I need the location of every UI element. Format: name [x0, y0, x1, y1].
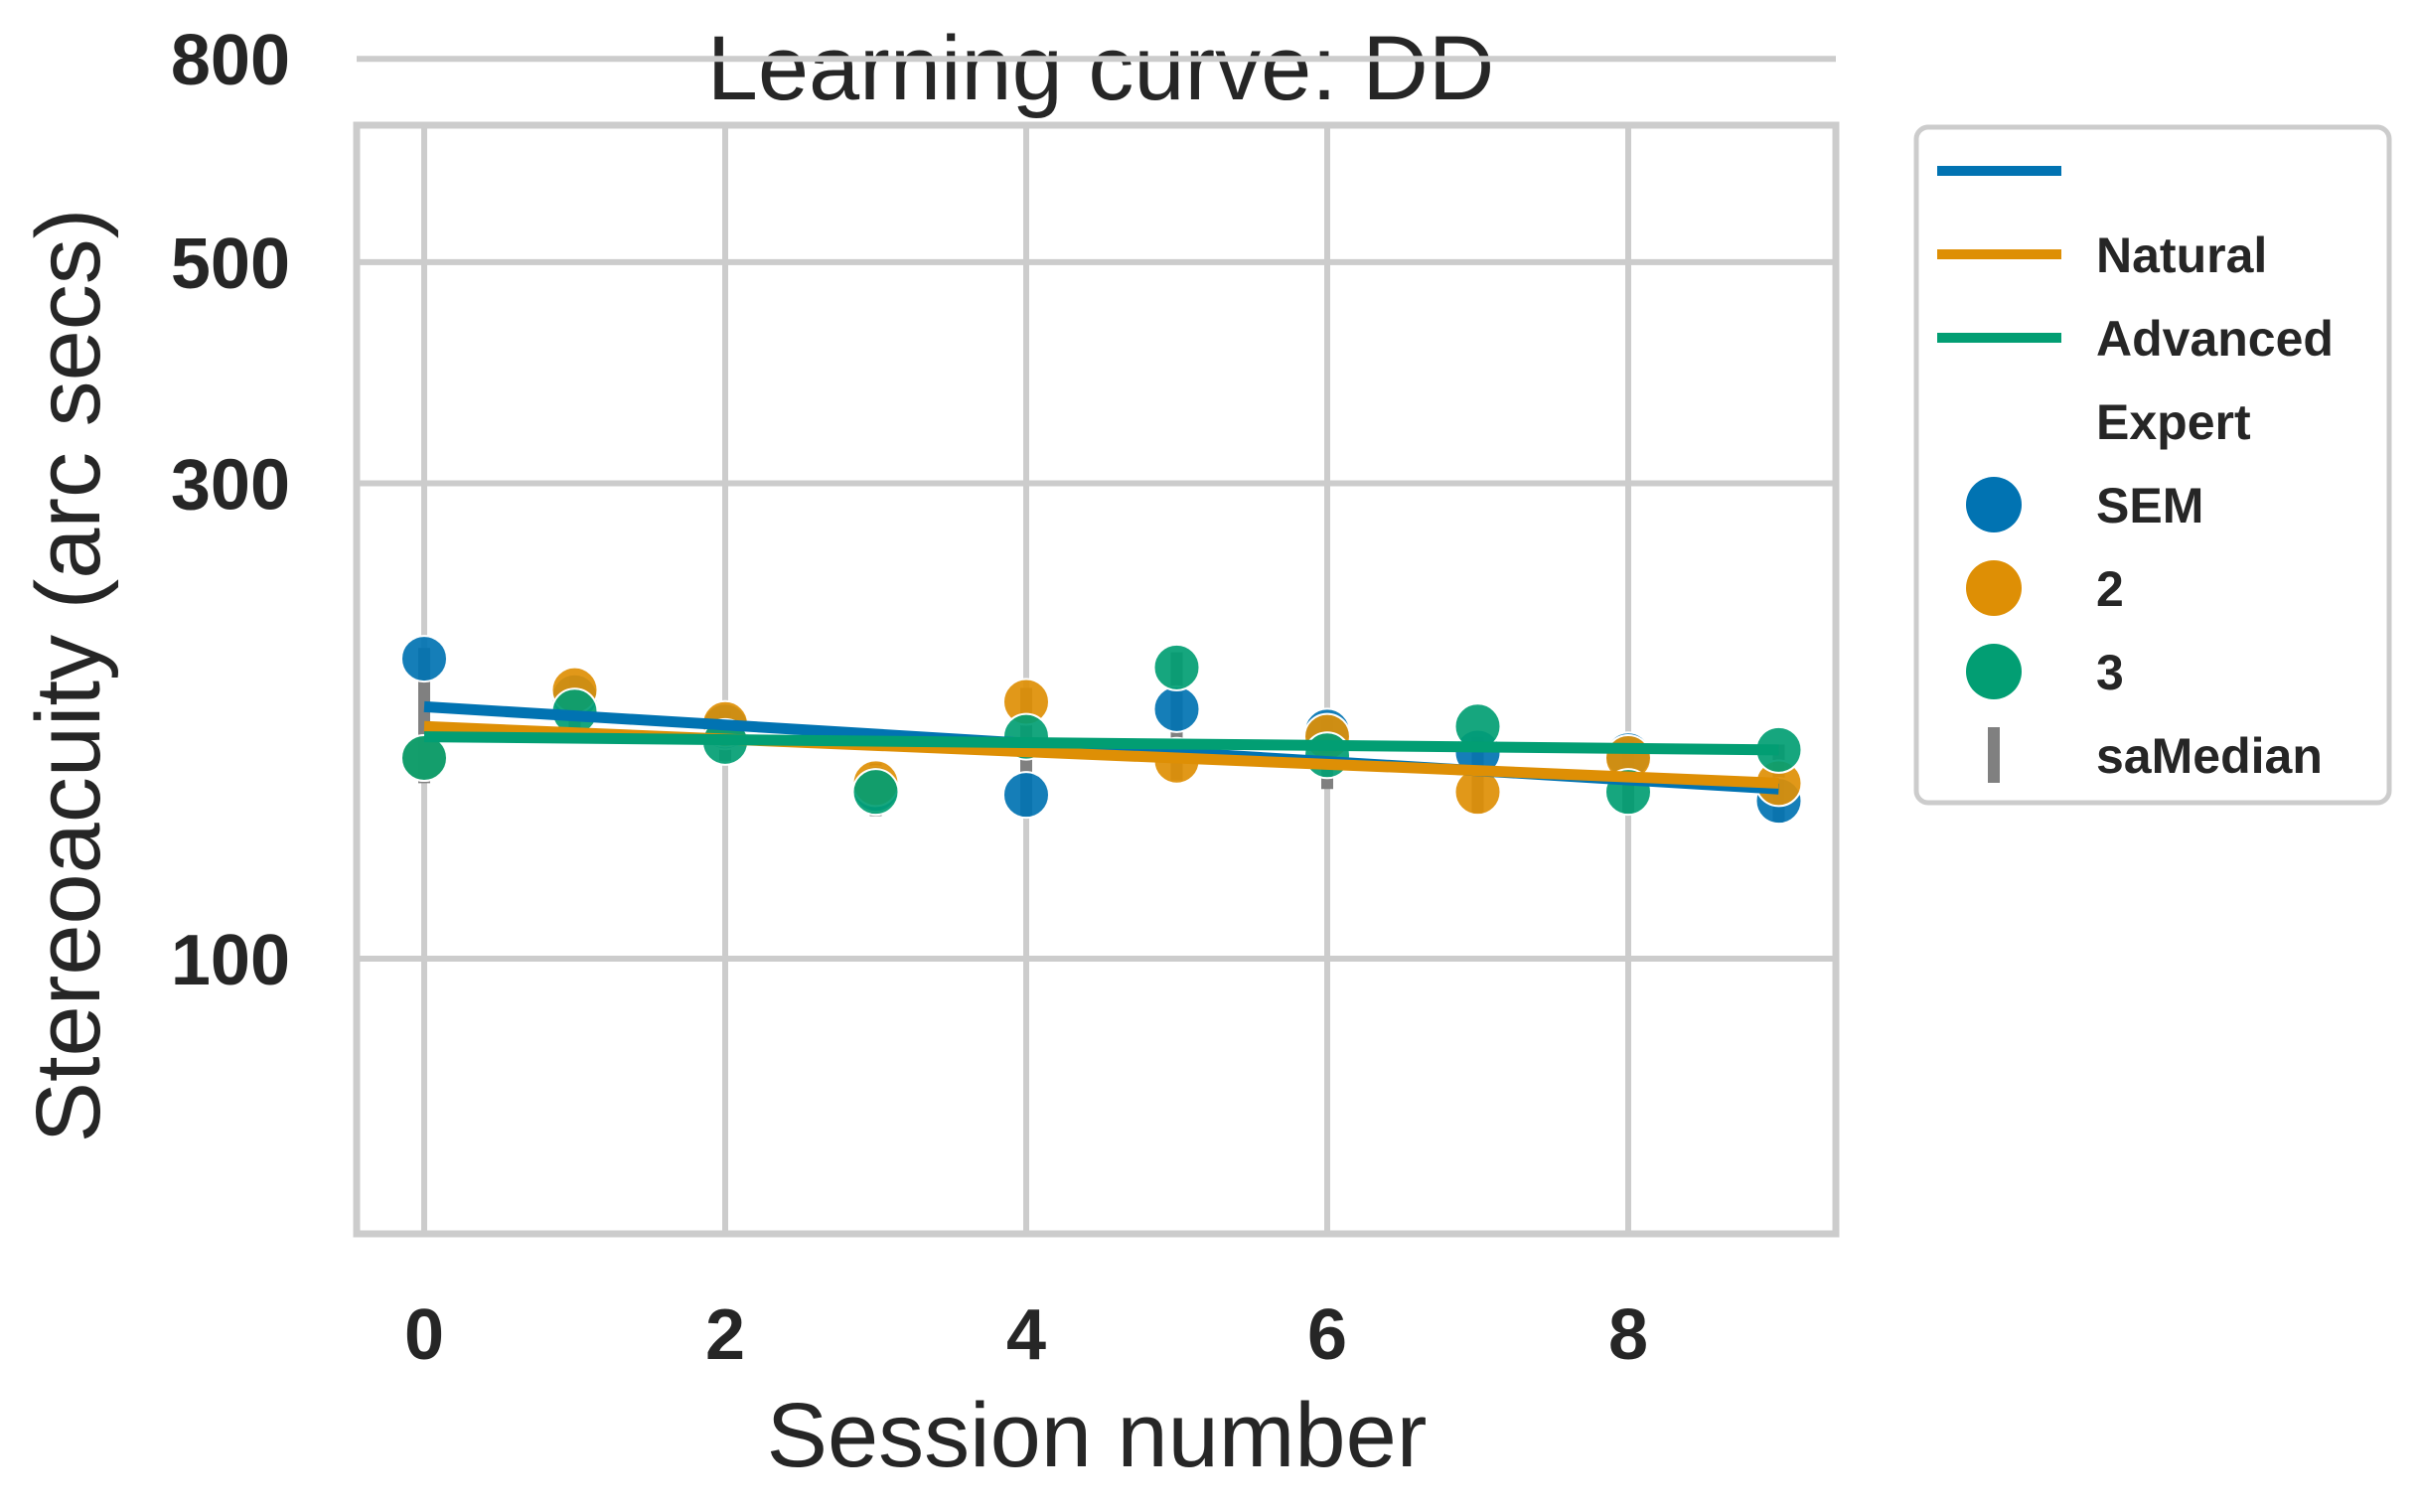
chart-title: Learning curve: DD [707, 18, 1495, 119]
x-axis-label: Session number [767, 1385, 1428, 1486]
x-tick-label: 6 [1307, 1295, 1347, 1375]
x-tick-label: 0 [404, 1295, 444, 1375]
y-tick-label: 800 [171, 21, 290, 100]
legend-marker-swatch [1966, 477, 2022, 532]
legend-heading: Expert [2096, 394, 2251, 450]
data-point [851, 768, 900, 817]
grid-lines [357, 56, 1836, 1234]
legend-marker-swatch [1966, 560, 2022, 616]
data-point [400, 733, 448, 782]
data-point [400, 635, 448, 683]
legend-label: Advanced [2096, 311, 2334, 367]
legend-marker-swatch [1966, 644, 2022, 699]
y-axis-label: Stereoacuity (arc secs) [18, 209, 119, 1143]
x-tick-label: 8 [1608, 1295, 1648, 1375]
legend-label: 2 [2096, 561, 2124, 617]
y-tick-label: 100 [171, 921, 290, 1000]
data-point [1152, 643, 1201, 691]
legend-frame [1913, 124, 2392, 806]
y-axis-ticks: 100 300 500 800 [171, 21, 290, 1000]
legend-label: saMedian [2096, 728, 2323, 784]
x-tick-label: 2 [705, 1295, 745, 1375]
trend-lines [423, 700, 1779, 795]
legend-label: 3 [2096, 645, 2124, 700]
x-tick-label: 4 [1006, 1295, 1046, 1375]
data-point [1152, 684, 1201, 733]
y-tick-label: 300 [171, 445, 290, 525]
legend-label: SEM [2096, 478, 2203, 533]
y-tick-label: 500 [171, 225, 290, 304]
legend-label: Natural [2096, 227, 2267, 283]
legend: Natural Advanced Expert SEM 2 3 saMedian [1913, 124, 2392, 806]
plot-frame [353, 121, 1840, 1238]
trend-line [423, 731, 1779, 756]
data-point [1002, 771, 1050, 820]
x-axis-ticks: 0 2 4 6 8 [404, 1295, 1648, 1375]
